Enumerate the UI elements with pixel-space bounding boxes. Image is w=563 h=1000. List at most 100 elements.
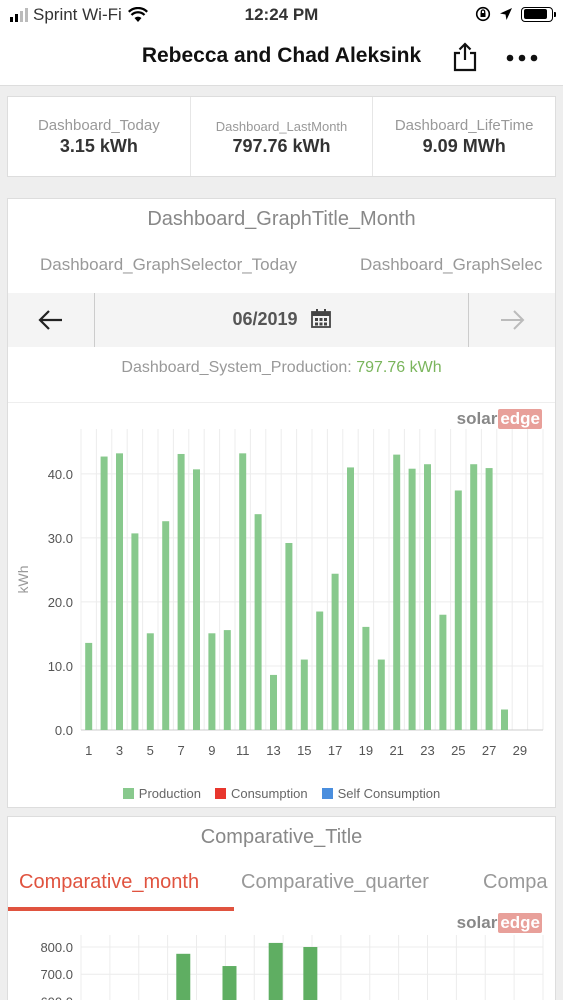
legend-production-label: Production: [138, 786, 201, 801]
bar-production: [177, 453, 185, 730]
x-tick-label: 7: [177, 743, 184, 758]
graph-title: Dashboard_GraphTitle_Month: [147, 208, 416, 230]
status-left: Sprint Wi-Fi: [10, 5, 148, 25]
system-production-label: Dashboard_System_Production:: [121, 359, 352, 376]
bar-production: [485, 468, 493, 730]
share-icon[interactable]: [451, 42, 479, 72]
y-tick-label: 30.0: [48, 531, 73, 546]
summary-today-value: 3.15 kWh: [59, 136, 138, 156]
comparative-card: Comparative_Title Comparative_month Comp…: [7, 816, 556, 1000]
tab-comparative-month[interactable]: Comparative_month: [19, 871, 200, 893]
x-tick-label: 29: [513, 743, 527, 758]
y-tick-label: 700.0: [40, 967, 73, 982]
x-tick-label: 1: [85, 743, 92, 758]
legend-consumption[interactable]: Consumption: [214, 786, 308, 801]
wifi-icon: [127, 7, 148, 22]
battery-icon: [521, 6, 556, 22]
bar-production: [131, 533, 139, 730]
bar-production: [316, 611, 324, 730]
monthly-production-chart: 0.010.020.030.040.01 3 5 7 9 11 13 15 17 19 21 23 25…: [15, 429, 544, 758]
tab-comparative-quarter[interactable]: Comparative_quarter: [241, 871, 429, 893]
summary-lifetime-label: Dashboard_LifeTime: [394, 117, 534, 134]
bar-production: [162, 521, 170, 730]
energy-summary-card: Dashboard_Today 3.15 kWh Dashboard_LastM…: [7, 96, 556, 177]
legend-self-consumption-swatch: [321, 788, 333, 799]
arrow-right-icon: [501, 310, 525, 330]
bar-production: [424, 464, 431, 730]
previous-period-button[interactable]: [8, 293, 95, 347]
orientation-lock-icon: [475, 6, 491, 22]
bar-production: [331, 573, 339, 730]
legend-production[interactable]: Production: [122, 786, 201, 801]
cell-signal-icon: [10, 8, 28, 22]
bar-production: [100, 456, 108, 730]
next-period-button[interactable]: [468, 293, 555, 347]
y-axis-label: kWh: [15, 566, 31, 594]
date-navigator: 06/2019: [8, 293, 555, 347]
graph-selector-next[interactable]: Dashboard_GraphSelec: [360, 255, 543, 274]
comparative-title: Comparative_Title: [200, 826, 363, 848]
active-tab-indicator: [8, 907, 234, 911]
x-tick-label: 15: [297, 743, 311, 758]
bar-production: [501, 709, 508, 730]
legend-consumption-label: Consumption: [230, 786, 308, 801]
bar-production: [347, 467, 354, 730]
bar-production: [377, 659, 385, 730]
tab-comparative-year[interactable]: Compa: [483, 871, 548, 893]
system-production-value: 797.76 kWh: [356, 359, 442, 376]
logo-text-solar: solar: [456, 409, 498, 428]
status-right: [475, 6, 556, 22]
legend-consumption-swatch: [214, 788, 226, 799]
bar-comparative: [303, 947, 318, 1000]
legend-production-swatch: [122, 788, 134, 799]
summary-today: Dashboard_Today 3.15 kWh: [8, 97, 191, 176]
bar-production: [193, 469, 200, 730]
y-tick-label: 800.0: [40, 940, 73, 955]
x-tick-label: 17: [328, 743, 342, 758]
graph-selector-today[interactable]: Dashboard_GraphSelector_Today: [40, 255, 298, 274]
summary-last-month-value: 797.76 kWh: [232, 136, 331, 156]
bar-production: [439, 614, 447, 730]
bar-production: [116, 453, 123, 730]
y-tick-label: 20.0: [48, 595, 73, 610]
x-tick-label: 25: [451, 743, 465, 758]
y-tick-label: 0.0: [55, 723, 73, 738]
x-tick-label: 5: [147, 743, 154, 758]
summary-lifetime-value: 9.09 MWh: [422, 136, 506, 156]
x-tick-label: 19: [359, 743, 373, 758]
bar-production: [362, 626, 370, 730]
bar-comparative: [176, 953, 191, 1000]
bar-production: [454, 490, 462, 730]
bar-production: [223, 630, 231, 730]
divider: [8, 402, 555, 403]
bar-production: [208, 633, 216, 730]
bar-production: [470, 464, 478, 730]
bar-production: [254, 514, 262, 730]
summary-lifetime: Dashboard_LifeTime 9.09 MWh: [373, 97, 555, 176]
more-options-icon[interactable]: [504, 48, 540, 68]
status-time: 12:24 PM: [244, 5, 319, 24]
production-graph-card: Dashboard_GraphTitle_Month Dashboard_Gra…: [7, 198, 556, 808]
calendar-icon[interactable]: [310, 309, 331, 328]
chart-legend: Production Consumption Self Consumption: [8, 786, 555, 801]
x-tick-label: 21: [389, 743, 403, 758]
date-value: 06/2019: [232, 309, 298, 329]
site-title-text: Rebecca and Chad Aleksink: [141, 44, 422, 67]
system-production: Dashboard_System_Production: 797.76 kWh: [8, 359, 555, 377]
carrier-label: Sprint Wi-Fi: [33, 5, 122, 24]
legend-self-consumption-label: Self Consumption: [337, 786, 441, 801]
bar-production: [300, 659, 308, 730]
solaredge-logo-2: solar edge: [457, 913, 542, 933]
comparative-chart: 600.0 700.0 800.0: [40, 935, 544, 1000]
bar-production: [146, 633, 154, 730]
x-tick-label: 3: [116, 743, 123, 758]
legend-self-consumption[interactable]: Self Consumption: [321, 786, 441, 801]
app-header: Rebecca and Chad Aleksink: [0, 30, 563, 86]
date-picker[interactable]: 06/2019: [96, 309, 467, 330]
status-bar: Sprint Wi-Fi 12:24 PM: [0, 0, 563, 30]
y-tick-label: 10.0: [48, 659, 73, 674]
summary-last-month-label: Dashboard_LastMonth: [215, 119, 348, 134]
x-tick-label: 13: [266, 743, 280, 758]
bar-comparative: [222, 966, 237, 1000]
bar-production: [85, 642, 93, 730]
